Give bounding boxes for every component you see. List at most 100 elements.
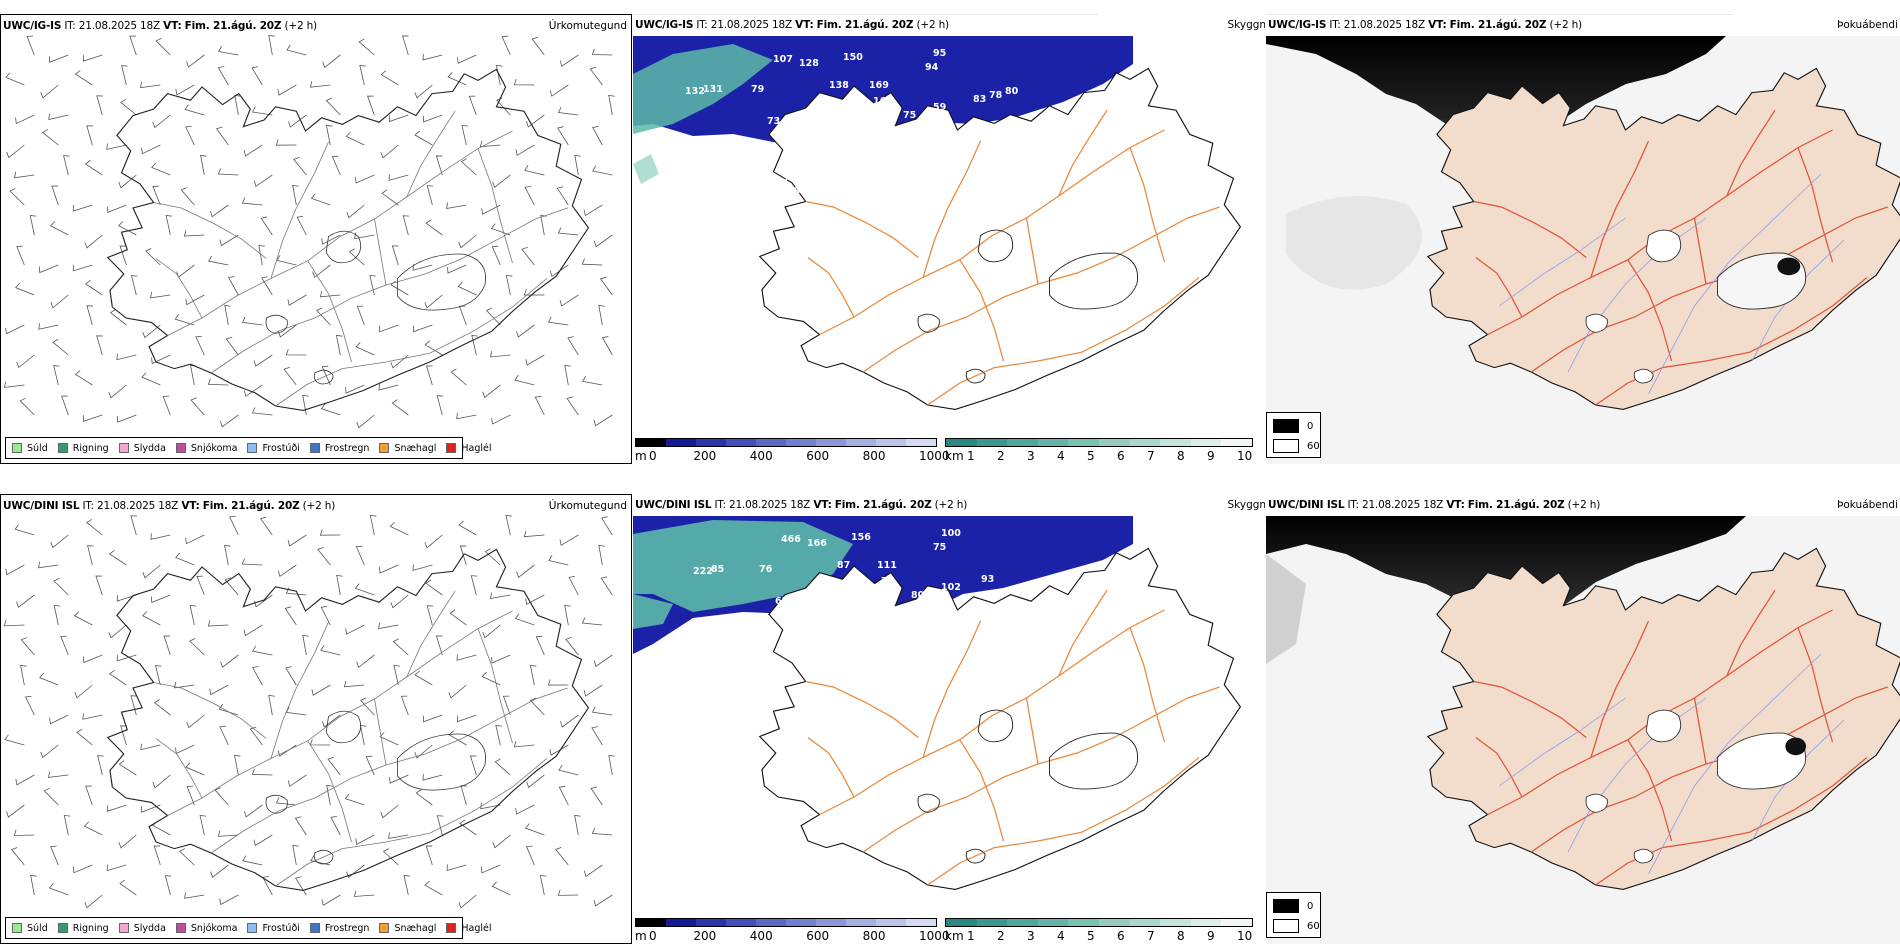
- coastline: [759, 547, 1241, 890]
- colorbar-tick-label: 200: [693, 449, 717, 463]
- wind-barb: [96, 335, 103, 356]
- wind-barb: [84, 160, 103, 176]
- cloud-panel-dini: UWC/DINI ISL IT: 21.08.2025 18Z VT: Fim.…: [633, 494, 1265, 944]
- wind-barb: [72, 264, 93, 272]
- wind-barb: [392, 638, 409, 656]
- wind-barb: [151, 594, 171, 603]
- wind-barb: [141, 144, 161, 155]
- wind-barb: [526, 114, 545, 128]
- wind-barb: [422, 53, 443, 61]
- wind-barb: [391, 245, 399, 266]
- wind-barb: [251, 407, 273, 416]
- wind-barb: [558, 764, 579, 776]
- wind-barb: [523, 530, 545, 538]
- wind-barb: [400, 695, 409, 716]
- wind-barb: [241, 197, 263, 206]
- colorbar-segment: [1221, 439, 1252, 446]
- cloudbase-colorbar: m 0 200 400 600 800 1000: [635, 918, 950, 944]
- wind-barb: [153, 845, 161, 866]
- precip-type-legend: Súld Rigning Slydda Snjókoma Frostúði Frostre…: [5, 437, 492, 459]
- wind-barb: [296, 215, 307, 236]
- wind-barb: [38, 323, 59, 330]
- wind-barb: [321, 234, 341, 245]
- wind-barb: [356, 654, 375, 669]
- wind-barb: [310, 193, 331, 206]
- wind-barb: [469, 755, 477, 776]
- precip-legend-item: Snæhagl: [379, 443, 436, 454]
- wind-barb: [29, 214, 37, 236]
- wind-barb: [185, 534, 205, 545]
- wind-barb: [583, 684, 603, 697]
- wind-barb: [593, 234, 613, 248]
- wind-barb: [591, 827, 613, 836]
- wind-barb: [155, 37, 171, 56]
- wind-barb: [183, 230, 205, 237]
- wind-barb: [460, 785, 468, 806]
- panel-title: UWC/IG-IS IT: 21.08.2025 18Z VT: Fim. 21…: [635, 19, 949, 31]
- wind-barb: [176, 264, 195, 278]
- wind-barb: [505, 274, 513, 296]
- wind-barb: [253, 174, 273, 188]
- colorbar-segment: [786, 439, 816, 446]
- wind-barb: [190, 364, 197, 386]
- wind-barb: [480, 802, 501, 810]
- wind-barb: [142, 324, 161, 339]
- colorbar-tick-label: 9: [1207, 929, 1215, 943]
- colorbar-tick-label: 1000: [919, 449, 950, 463]
- wind-barb: [142, 564, 161, 579]
- panel-name-fog: Þokuábendi: [1837, 19, 1898, 31]
- wind-barb: [481, 204, 501, 215]
- wind-barb: [190, 397, 205, 416]
- cloud-base-label: 73: [767, 116, 780, 127]
- wind-barb: [360, 697, 375, 716]
- wind-barb: [424, 880, 443, 896]
- wind-barb: [317, 546, 331, 566]
- wind-barb: [359, 65, 366, 86]
- wind-barb: [185, 294, 205, 306]
- wind-barb: [591, 726, 603, 746]
- wind-barb: [320, 645, 341, 656]
- fog-legend-swatch-60: [1273, 919, 1299, 933]
- colorbar-segment: [1037, 919, 1069, 926]
- coastline: [107, 548, 589, 891]
- colorbar-segment: [946, 439, 977, 446]
- wind-barb: [560, 714, 579, 728]
- cloud-base-label: 85: [711, 564, 724, 575]
- precip-legend-item: Snæhagl: [379, 923, 436, 934]
- colorbar-segment: [756, 919, 786, 926]
- wind-barb: [327, 756, 341, 776]
- wind-barb: [505, 515, 512, 536]
- wind-barb: [3, 619, 25, 627]
- precip-legend-item: Haglél: [446, 443, 492, 454]
- wind-barb: [389, 774, 409, 784]
- wind-barb: [227, 276, 239, 296]
- cloud-base-label: 93: [981, 574, 994, 585]
- wind-barb: [390, 280, 409, 296]
- wind-barb: [5, 72, 25, 86]
- precip-legend-item: Snjókoma: [175, 923, 237, 934]
- wind-barb: [495, 725, 502, 746]
- wind-barb: [389, 521, 409, 536]
- wind-barb: [76, 728, 93, 746]
- wind-barb: [525, 354, 545, 366]
- wind-barb: [529, 664, 537, 686]
- wind-barb: [109, 309, 127, 326]
- wind-barb: [524, 185, 535, 206]
- fog-map: [1266, 36, 1900, 464]
- wind-barb: [74, 370, 93, 386]
- wind-barb: [288, 114, 307, 128]
- colorbar-segment: [696, 919, 726, 926]
- wind-barb: [320, 403, 341, 416]
- wind-barb: [479, 140, 501, 148]
- cloud-base-label: 63: [787, 604, 800, 615]
- wind-barb: [491, 654, 511, 664]
- wind-barb: [380, 804, 399, 819]
- wind-barb: [251, 66, 263, 86]
- wind-barb: [86, 125, 93, 146]
- wind-barb: [346, 864, 365, 878]
- wind-barb: [48, 113, 69, 121]
- colorbar-segment: [946, 919, 977, 926]
- wind-barb: [119, 879, 137, 896]
- wind-barb: [218, 704, 239, 716]
- precip-legend-item: Rigning: [57, 923, 109, 934]
